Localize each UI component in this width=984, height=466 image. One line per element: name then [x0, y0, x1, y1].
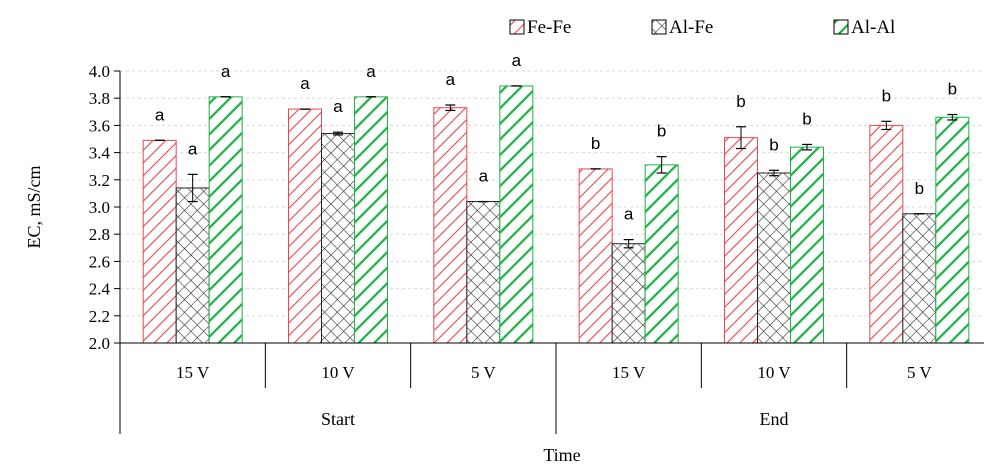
y-tick-label: 3.4: [89, 144, 111, 163]
bar-al-al-1: [354, 96, 388, 344]
error-bar: [623, 239, 634, 249]
error-bar: [445, 104, 456, 112]
bar-fe-fe-5: [869, 124, 904, 344]
significance-letter: a: [479, 167, 489, 186]
legend-label: Al-Fe: [669, 17, 713, 38]
significance-letter: a: [188, 139, 198, 158]
significance-letter: b: [882, 86, 891, 105]
bar-fe-fe-1: [288, 108, 322, 344]
significance-letter: a: [333, 97, 343, 116]
bar-al-fe-2: [466, 201, 501, 344]
bar-fe-fe-4: [724, 137, 758, 344]
significance-letter: b: [591, 134, 600, 153]
bar-al-fe-5: [902, 213, 937, 344]
bars: a a a b b b a a a a b b a a a b b b: [142, 51, 970, 344]
legend-swatch-fe-fe: [509, 19, 525, 35]
y-tick-label: 3.6: [89, 116, 110, 135]
error-bar: [736, 126, 746, 150]
x-category-label: 15 V: [612, 363, 646, 382]
significance-letter: b: [769, 135, 778, 154]
y-tick-label: 2.0: [89, 334, 110, 353]
bar-al-al-0: [208, 96, 243, 344]
x-group-label: Start: [321, 409, 355, 429]
significance-letter: a: [221, 62, 231, 81]
bar-fe-fe-0: [142, 139, 177, 344]
error-bar: [333, 131, 343, 136]
bar-al-fe-1: [321, 133, 355, 344]
x-category-label: 5 V: [471, 363, 496, 382]
y-tick-label: 2.2: [89, 307, 110, 326]
grid: [120, 70, 984, 317]
significance-letter: b: [948, 80, 957, 99]
legend-entry: Al-Fe: [651, 17, 713, 38]
x-category-label: 15 V: [176, 363, 210, 382]
legend-swatch-al-fe: [651, 19, 667, 35]
y-tick-label: 3.0: [89, 198, 110, 217]
legend-label: Fe-Fe: [527, 17, 571, 38]
x-group-label: End: [760, 409, 789, 429]
legend-entry: Al-Al: [833, 17, 895, 38]
bar-fe-fe-2: [433, 107, 468, 344]
significance-letter: a: [624, 205, 634, 224]
bar-al-al-5: [935, 116, 970, 344]
bar-al-al-2: [499, 85, 534, 344]
significance-letter: a: [155, 105, 165, 124]
legend-entry: Fe-Fe: [509, 17, 571, 38]
y-tick-label: 4.0: [89, 62, 110, 81]
error-bar: [656, 156, 667, 174]
bar-al-fe-0: [175, 187, 210, 344]
y-tick-label: 2.6: [89, 252, 110, 271]
significance-letter: b: [736, 92, 745, 111]
axes: 2.0 2.2 2.4 2.6 2.8 3.0 3.2 3.4 3.6 3.8 4.0 15 V 10 …: [24, 62, 984, 465]
x-category-label: 10 V: [757, 363, 791, 382]
significance-letter: b: [657, 122, 666, 141]
bar-fe-fe-3: [578, 168, 613, 344]
significance-letter: b: [915, 179, 924, 198]
legend: Fe-Fe Al-Fe Al-Al: [509, 17, 895, 38]
x-category-label: 5 V: [907, 363, 932, 382]
significance-letter: b: [802, 109, 811, 128]
y-tick-label: 3.2: [89, 171, 110, 190]
legend-label: Al-Al: [851, 17, 895, 38]
significance-letter: a: [512, 51, 522, 70]
y-tick-label: 2.8: [89, 225, 110, 244]
error-bar: [187, 173, 198, 203]
bar-al-al-4: [790, 146, 824, 344]
legend-swatch-al-al: [833, 19, 849, 35]
significance-letter: a: [300, 74, 310, 93]
y-axis-title: EC, mS/cm: [24, 165, 44, 248]
y-tick-label: 3.8: [89, 89, 110, 108]
bar-al-fe-3: [611, 243, 646, 344]
error-bar: [947, 113, 958, 121]
significance-letter: a: [366, 62, 376, 81]
x-category-label: 10 V: [321, 363, 355, 382]
significance-letter: a: [446, 70, 456, 89]
error-bar: [769, 169, 779, 177]
x-axis-title: Time: [543, 445, 580, 465]
y-tick-label: 2.4: [89, 280, 111, 299]
bar-al-fe-4: [757, 172, 791, 344]
bar-al-al-3: [644, 164, 679, 344]
error-bar: [881, 120, 892, 131]
error-bar: [802, 143, 812, 151]
